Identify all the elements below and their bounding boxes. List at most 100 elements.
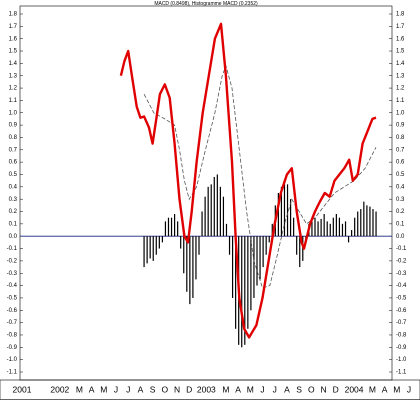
histogram-bar bbox=[167, 217, 170, 237]
x-tick-label: S bbox=[296, 384, 302, 394]
histogram-bar bbox=[216, 174, 218, 237]
histogram-bar bbox=[268, 236, 270, 243]
y-tick-label-right: -0.2 bbox=[396, 258, 407, 264]
histogram-bar bbox=[317, 221, 319, 237]
signal-line bbox=[143, 64, 377, 289]
histogram-bar bbox=[357, 211, 359, 237]
y-tick-label: -1.0 bbox=[7, 357, 18, 363]
x-tick-label: D bbox=[333, 384, 339, 394]
y-tick-label-right: -0.8 bbox=[396, 333, 407, 339]
y-tick-label-right: 1.5 bbox=[396, 49, 405, 55]
histogram-bar bbox=[283, 180, 286, 237]
histogram-bar bbox=[311, 221, 313, 237]
y-tick-label: 1.5 bbox=[9, 49, 18, 55]
histogram-bar bbox=[201, 211, 203, 237]
histogram-bar bbox=[354, 217, 356, 237]
histogram-bar bbox=[289, 199, 292, 237]
y-tick-label: 0.4 bbox=[9, 184, 18, 190]
histogram-bar bbox=[143, 236, 145, 268]
y-tick-label-right: 1.6 bbox=[396, 36, 405, 42]
histogram-bar bbox=[225, 223, 228, 237]
y-tick-label: -0.7 bbox=[7, 320, 18, 326]
histogram-bar bbox=[326, 221, 328, 237]
histogram-bar bbox=[164, 221, 167, 237]
histogram-bar bbox=[265, 236, 267, 255]
x-tick-label: M bbox=[369, 384, 376, 394]
x-tick-label: M bbox=[247, 384, 254, 394]
histogram-bar bbox=[351, 230, 353, 237]
chart-title: MACD (0.8498), Histogramme MACD (0.2352) bbox=[154, 1, 258, 7]
x-tick-label: J bbox=[114, 384, 118, 394]
histogram-bar bbox=[299, 236, 301, 268]
y-tick-label: 0.7 bbox=[9, 147, 18, 153]
histogram-bar bbox=[161, 236, 163, 243]
histogram-bar bbox=[372, 209, 374, 237]
x-tick-label: A bbox=[382, 384, 388, 394]
histogram-bar bbox=[170, 217, 173, 237]
y-tick-label: 0.5 bbox=[9, 172, 18, 178]
y-tick-label: 0.9 bbox=[9, 123, 18, 129]
x-tick-label: 2001 bbox=[13, 384, 32, 394]
histogram-bar bbox=[158, 236, 160, 249]
y-tick-label-right: -0.7 bbox=[396, 320, 407, 326]
x-tick-label: N bbox=[320, 384, 326, 394]
histogram-bar bbox=[155, 236, 157, 255]
y-tick-label-right: 1.8 bbox=[396, 12, 405, 18]
y-tick-label: 1.1 bbox=[9, 98, 18, 104]
histogram-bar bbox=[219, 186, 221, 237]
y-tick-label: -0.1 bbox=[7, 246, 18, 252]
histogram-bar bbox=[338, 217, 341, 237]
x-tick-label: M bbox=[222, 384, 229, 394]
y-tick-label: 0.0 bbox=[9, 234, 18, 240]
y-tick-label-right: -0.4 bbox=[396, 283, 407, 289]
histogram-bar bbox=[241, 236, 243, 348]
x-tick-label: J bbox=[407, 384, 411, 394]
y-tick-label-right: 0.5 bbox=[396, 172, 405, 178]
y-tick-label: 0.3 bbox=[9, 197, 18, 203]
histogram-bar bbox=[347, 236, 350, 243]
y-tick-label-right: 1.3 bbox=[396, 73, 405, 79]
histogram-bar bbox=[271, 223, 273, 237]
x-tick-label: J bbox=[126, 384, 130, 394]
x-tick-label: M bbox=[100, 384, 107, 394]
y-tick-label: 1.3 bbox=[9, 73, 18, 79]
histogram-bar bbox=[195, 236, 197, 280]
histogram-bar bbox=[235, 236, 237, 329]
y-tick-label: -0.9 bbox=[7, 345, 18, 351]
histogram-bar bbox=[186, 236, 188, 292]
histogram-bar bbox=[231, 236, 234, 298]
histogram-bar bbox=[253, 236, 255, 298]
y-tick-label-right: 0.3 bbox=[396, 197, 405, 203]
x-tick-label: J bbox=[273, 384, 277, 394]
x-tick-label: N bbox=[174, 384, 180, 394]
macd-line bbox=[119, 22, 377, 339]
histogram-bar bbox=[149, 236, 151, 259]
histogram-bar bbox=[207, 186, 209, 237]
x-tick-label: 2002 bbox=[50, 384, 69, 394]
y-tick-label: 1.8 bbox=[9, 12, 18, 18]
y-tick-label-right: 0.4 bbox=[396, 184, 405, 190]
histogram-bar bbox=[332, 217, 334, 237]
histogram-bar bbox=[183, 236, 185, 274]
histogram-bar bbox=[180, 236, 182, 249]
x-tick-label: A bbox=[89, 384, 95, 394]
y-tick-label-right: 0.6 bbox=[396, 160, 405, 166]
y-tick-label: 1.4 bbox=[9, 61, 18, 67]
y-tick-label: -0.8 bbox=[7, 333, 18, 339]
y-tick-label: -0.2 bbox=[7, 258, 18, 264]
x-tick-label: O bbox=[162, 384, 169, 394]
histogram-bar bbox=[250, 236, 252, 311]
y-tick-label-right: 0.2 bbox=[396, 209, 405, 215]
histogram-bar bbox=[222, 196, 225, 237]
y-tick-label-right: 1.1 bbox=[396, 98, 405, 104]
x-tick-label: 2004 bbox=[345, 384, 364, 394]
histogram-bar bbox=[320, 218, 322, 237]
histogram-bar bbox=[244, 236, 246, 345]
y-tick-label: 0.6 bbox=[9, 160, 18, 166]
histogram-bar bbox=[192, 236, 194, 298]
histogram-bar bbox=[189, 236, 191, 305]
y-tick-label: -0.3 bbox=[7, 271, 18, 277]
histogram-bar bbox=[335, 213, 337, 237]
histogram-bar bbox=[277, 193, 279, 237]
histogram-bar bbox=[293, 217, 295, 237]
